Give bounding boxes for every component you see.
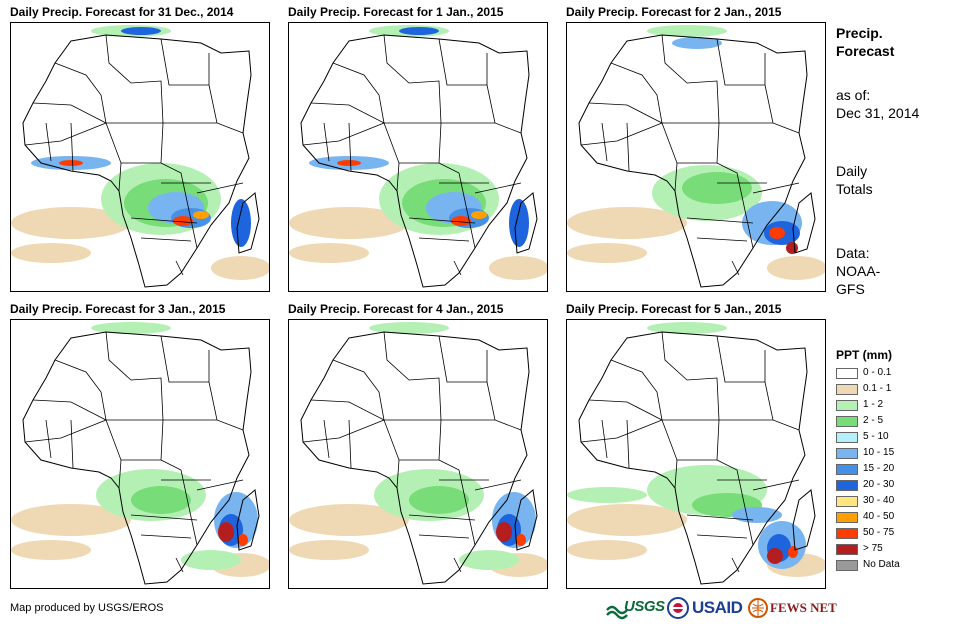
country-borders xyxy=(580,34,800,276)
africa-map-svg xyxy=(289,322,547,585)
sidebar-heading-line1: Precip. xyxy=(836,25,883,41)
sidebar-heading-line2: Forecast xyxy=(836,43,895,59)
data-source-block: Data: NOAA- GFS xyxy=(836,244,880,298)
sidebar-heading: Precip. Forecast xyxy=(836,24,894,60)
legend-item: 40 - 50 xyxy=(836,510,946,525)
legend-item: 50 - 75 xyxy=(836,526,946,541)
madagascar-outline xyxy=(514,192,538,254)
legend-item: > 75 xyxy=(836,542,946,557)
legend-swatch xyxy=(836,384,858,395)
legend-label: 1 - 2 xyxy=(863,399,884,410)
madagascar-outline xyxy=(514,489,538,551)
madagascar-outline xyxy=(792,489,816,551)
fewsnet-logo: FEWS NET xyxy=(748,596,837,620)
precip-map xyxy=(566,22,826,292)
usgs-logo-text: USGS xyxy=(624,598,665,615)
forecast-date-block: as of: Dec 31, 2014 xyxy=(836,86,919,122)
asof-label: as of: xyxy=(836,87,871,103)
madagascar-outline xyxy=(792,192,816,254)
legend-swatch xyxy=(836,448,858,459)
precip-map xyxy=(10,22,270,292)
rainfall-layer xyxy=(289,25,547,280)
precip-map xyxy=(288,319,548,589)
country-borders xyxy=(24,331,244,573)
legend-label: 50 - 75 xyxy=(863,527,895,538)
legend-item: 1 - 2 xyxy=(836,398,946,413)
legend-label: 2 - 5 xyxy=(863,415,884,426)
legend-label: 0 - 0.1 xyxy=(863,367,892,378)
madagascar-outline xyxy=(236,489,260,551)
totals-line1: Daily xyxy=(836,163,868,179)
legend-swatch xyxy=(836,400,858,411)
legend-swatch xyxy=(836,464,858,475)
usaid-logo-text: USAID xyxy=(692,598,743,617)
legend-label: 0.1 - 1 xyxy=(863,383,892,394)
data-source-line3: GFS xyxy=(836,281,865,297)
legend-swatch xyxy=(836,528,858,539)
legend-label: 30 - 40 xyxy=(863,495,895,506)
credit-text: Map produced by USGS/EROS xyxy=(10,602,164,614)
legend-swatch xyxy=(836,560,858,571)
legend-swatch xyxy=(836,512,858,523)
africa-map-svg xyxy=(567,322,825,585)
legend-item: 0 - 0.1 xyxy=(836,366,946,381)
legend-label: 10 - 15 xyxy=(863,447,895,458)
country-borders xyxy=(24,34,244,276)
legend-swatch xyxy=(836,496,858,507)
fewsnet-logo-text: FEWS NET xyxy=(770,600,837,615)
country-borders xyxy=(580,331,800,573)
legend-swatch xyxy=(836,368,858,379)
legend-swatch xyxy=(836,416,858,427)
country-borders xyxy=(302,331,522,573)
usgs-logo-mark xyxy=(606,605,628,620)
data-source-line2: NOAA- xyxy=(836,263,881,279)
legend-item: 0.1 - 1 xyxy=(836,382,946,397)
legend-swatch xyxy=(836,544,858,555)
totals-line2: Totals xyxy=(836,181,873,197)
rainfall-layer xyxy=(11,322,269,577)
rainfall-layer xyxy=(289,322,547,577)
usaid-seal-icon xyxy=(667,597,689,619)
totals-block: Daily Totals xyxy=(836,162,873,198)
legend-label: 5 - 10 xyxy=(863,431,889,442)
madagascar-outline xyxy=(236,192,260,254)
legend-label: > 75 xyxy=(863,543,883,554)
legend-swatch xyxy=(836,432,858,443)
legend-item: 5 - 10 xyxy=(836,430,946,445)
panel-title: Daily Precip. Forecast for 5 Jan., 2015 xyxy=(566,302,782,316)
legend-label: 15 - 20 xyxy=(863,463,895,474)
africa-map-svg xyxy=(567,25,825,288)
legend-item: 2 - 5 xyxy=(836,414,946,429)
legend-item: 10 - 15 xyxy=(836,446,946,461)
panel-title: Daily Precip. Forecast for 2 Jan., 2015 xyxy=(566,5,782,19)
panel-title: Daily Precip. Forecast for 4 Jan., 2015 xyxy=(288,302,504,316)
africa-map-svg xyxy=(289,25,547,288)
panel-title: Daily Precip. Forecast for 1 Jan., 2015 xyxy=(288,5,504,19)
data-source-line1: Data: xyxy=(836,245,870,261)
rainfall-layer xyxy=(567,25,825,280)
legend-item: 20 - 30 xyxy=(836,478,946,493)
usgs-logo: USGS xyxy=(606,596,665,620)
legend-item: 30 - 40 xyxy=(836,494,946,509)
panel-title: Daily Precip. Forecast for 3 Jan., 2015 xyxy=(10,302,226,316)
country-borders xyxy=(302,34,522,276)
fewsnet-globe-icon xyxy=(748,598,768,618)
rainfall-layer xyxy=(567,322,825,577)
asof-date: Dec 31, 2014 xyxy=(836,105,920,121)
precip-map xyxy=(566,319,826,589)
legend-label: 20 - 30 xyxy=(863,479,895,490)
legend-label: No Data xyxy=(863,559,900,570)
precip-map xyxy=(288,22,548,292)
legend-title: PPT (mm) xyxy=(836,348,893,362)
africa-map-svg xyxy=(11,322,269,585)
legend-label: 40 - 50 xyxy=(863,511,895,522)
usaid-logo: USAID xyxy=(692,596,743,620)
legend-item: No Data xyxy=(836,558,946,573)
usaid-seal xyxy=(667,596,689,620)
legend-item: 15 - 20 xyxy=(836,462,946,477)
panel-title: Daily Precip. Forecast for 31 Dec., 2014 xyxy=(10,5,234,19)
precip-map xyxy=(10,319,270,589)
africa-map-svg xyxy=(11,25,269,288)
legend-swatch xyxy=(836,480,858,491)
